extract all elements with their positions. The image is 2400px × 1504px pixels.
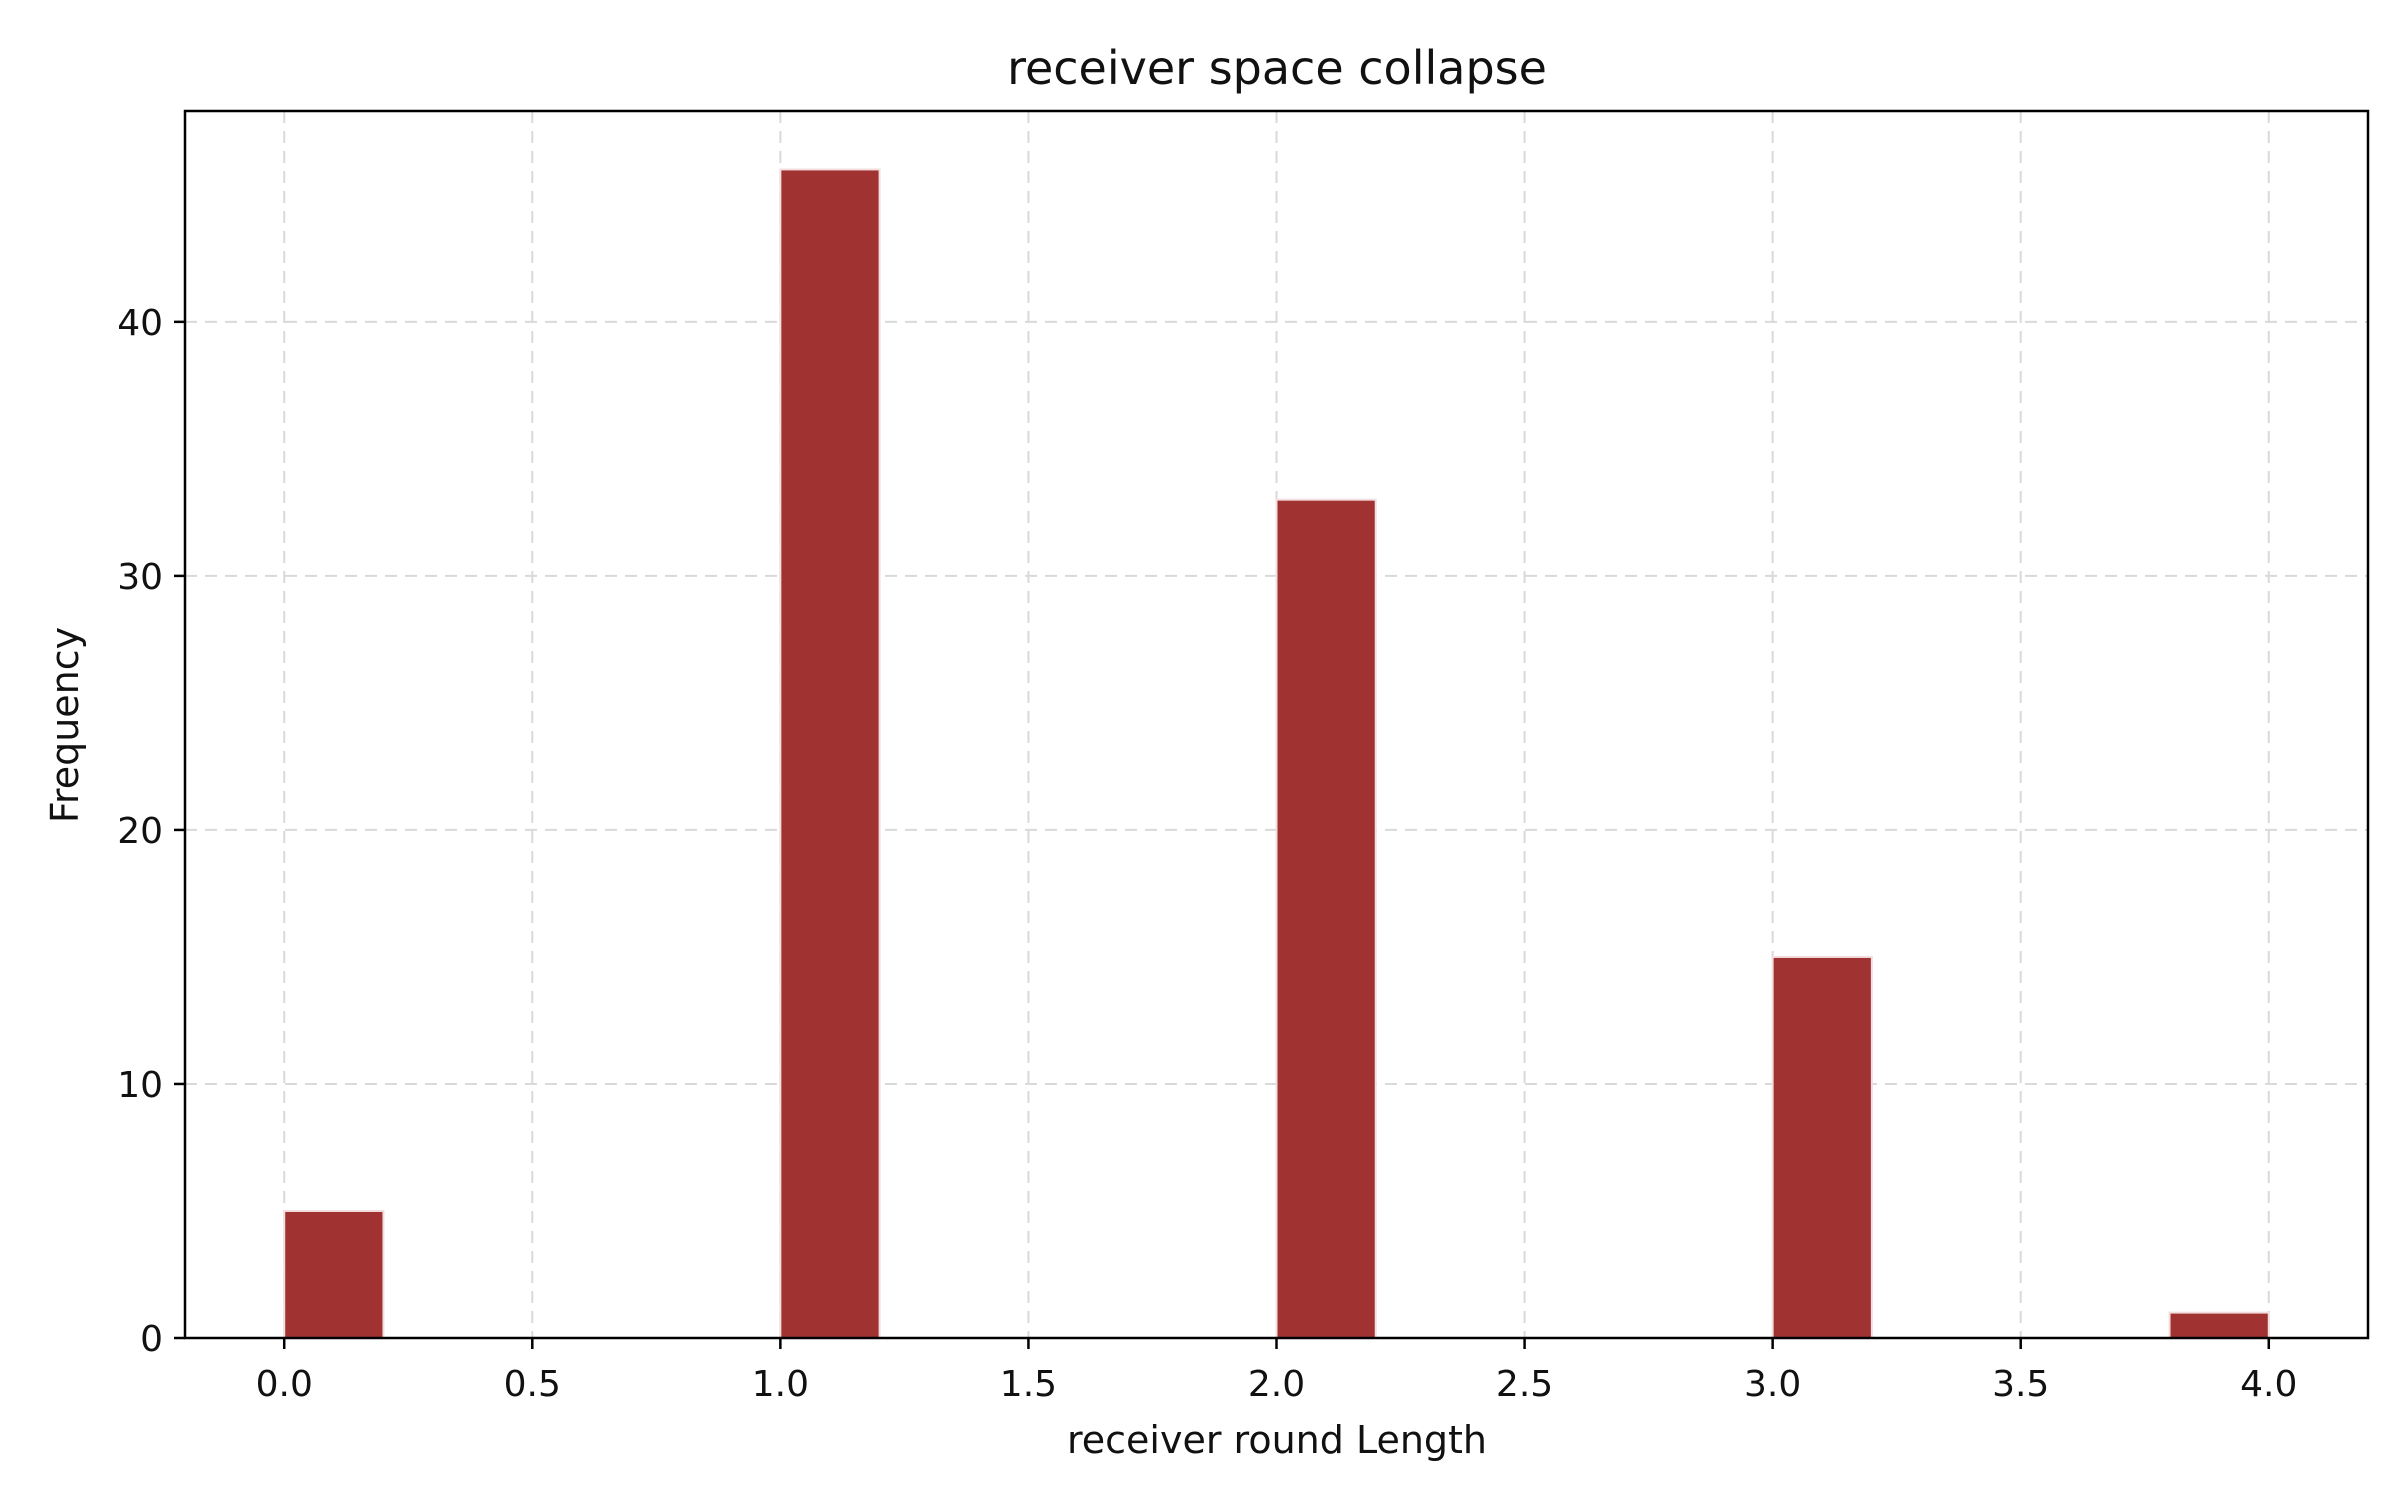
y-tick-label: 20 xyxy=(117,811,163,852)
x-tick-label: 3.0 xyxy=(1744,1364,1801,1405)
x-tick-label: 3.5 xyxy=(1992,1364,2049,1405)
y-axis-label: Frequency xyxy=(43,627,87,823)
histogram-bar xyxy=(1771,955,1873,1339)
bars xyxy=(283,168,2270,1340)
x-tick-label: 1.5 xyxy=(1000,1364,1057,1405)
y-tick-label: 0 xyxy=(140,1319,163,1360)
y-tick-label: 10 xyxy=(117,1065,163,1106)
histogram-bar xyxy=(2168,1311,2270,1340)
x-tick-label: 1.0 xyxy=(752,1364,809,1405)
histogram-bar xyxy=(1275,498,1377,1340)
histogram-bar xyxy=(779,168,881,1339)
y-tick-label: 30 xyxy=(117,557,163,598)
chart-title: receiver space collapse xyxy=(1007,41,1547,95)
x-tick-label: 2.0 xyxy=(1248,1364,1305,1405)
x-axis-label: receiver round Length xyxy=(1067,1418,1487,1462)
x-tick-label: 0.0 xyxy=(256,1364,313,1405)
histogram-bar xyxy=(283,1209,385,1339)
y-tick-label: 40 xyxy=(117,303,163,344)
x-tick-label: 0.5 xyxy=(504,1364,561,1405)
x-tick-label: 2.5 xyxy=(1496,1364,1553,1405)
y-axis-ticks: 0 10 20 30 40 xyxy=(117,303,185,1360)
x-tick-label: 4.0 xyxy=(2240,1364,2297,1405)
x-axis-ticks: 0.0 0.5 1.0 1.5 2.0 2.5 3.0 3.5 4.0 xyxy=(256,1338,2297,1405)
